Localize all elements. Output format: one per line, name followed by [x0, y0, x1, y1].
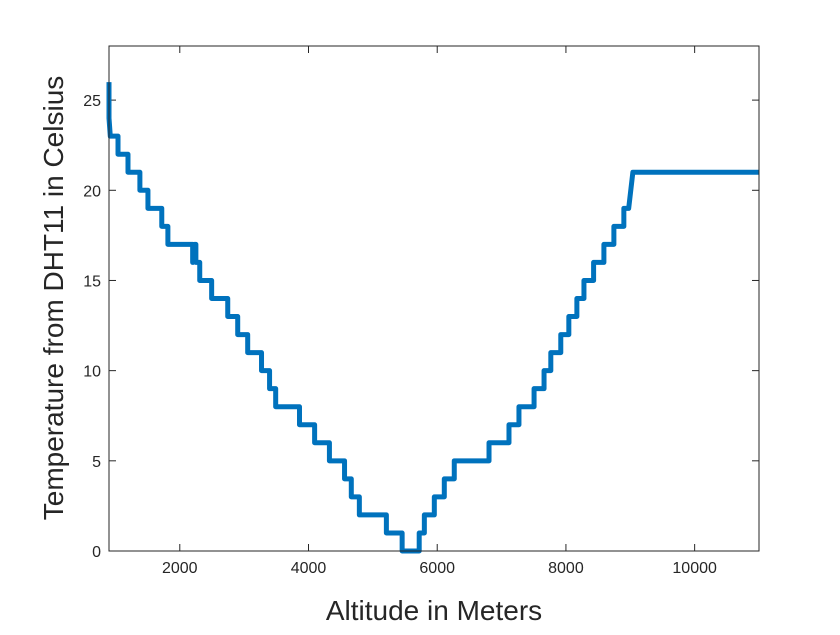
y-axis-label: Temperature from DHT11 in Celsius — [38, 76, 69, 521]
x-tick-label: 10000 — [672, 560, 717, 577]
x-tick-label: 8000 — [548, 560, 584, 577]
x-tick-label: 4000 — [291, 560, 327, 577]
x-tick-label: 2000 — [162, 560, 198, 577]
data-line — [106, 82, 759, 554]
x-tick-label: 6000 — [419, 560, 455, 577]
y-tick-label: 25 — [83, 93, 101, 110]
y-tick-label: 5 — [92, 454, 101, 471]
x-axis-label: Altitude in Meters — [326, 595, 542, 626]
y-tick-label: 15 — [83, 273, 101, 290]
y-tick-label: 10 — [83, 364, 101, 381]
y-tick-label: 0 — [92, 544, 101, 561]
y-tick-label: 20 — [83, 183, 101, 200]
plot-frame — [108, 45, 760, 552]
